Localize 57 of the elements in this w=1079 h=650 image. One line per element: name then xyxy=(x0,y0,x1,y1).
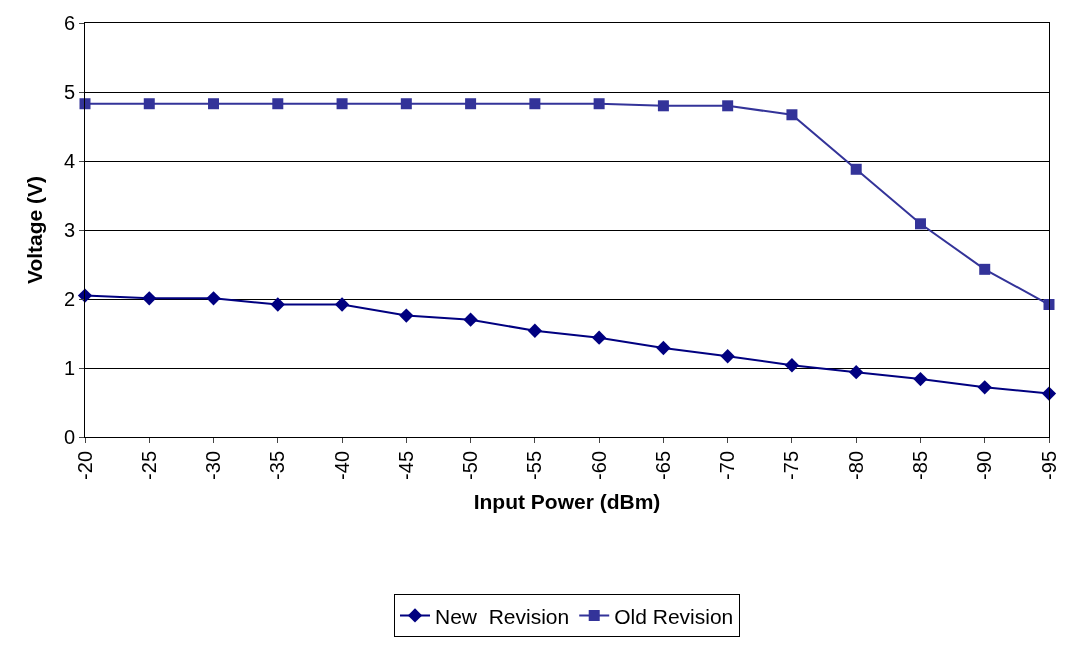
y-tick-label: 3 xyxy=(63,219,75,241)
point xyxy=(656,340,671,356)
x-tick-label: -90 xyxy=(973,451,996,480)
x-axis-title: Input Power (dBm) xyxy=(473,490,661,514)
x-tick-label: -60 xyxy=(587,451,610,480)
y-tick-label: 0 xyxy=(63,426,75,448)
y-tick-label: 4 xyxy=(63,150,75,172)
point xyxy=(270,297,285,312)
point xyxy=(720,349,735,364)
point xyxy=(977,380,992,395)
legend-label: Old Revision xyxy=(614,604,734,628)
point xyxy=(143,98,155,110)
y-tick-label: 6 xyxy=(63,12,75,34)
point xyxy=(400,98,412,110)
x-tick-label: -45 xyxy=(394,451,417,480)
x-tick-label: -85 xyxy=(908,451,931,480)
point xyxy=(591,330,607,345)
point xyxy=(657,100,669,112)
x-tick-label: -65 xyxy=(651,451,674,480)
y-tick-label: 2 xyxy=(63,288,75,310)
point xyxy=(272,98,284,110)
y-tick-label: 5 xyxy=(63,81,75,103)
point xyxy=(334,297,350,312)
x-tick-label: -25 xyxy=(137,451,160,480)
point xyxy=(913,371,928,387)
x-tick-label: -35 xyxy=(266,451,289,480)
x-tick-label: -50 xyxy=(459,451,482,480)
point xyxy=(79,98,91,110)
point xyxy=(206,291,221,306)
legend-label: New Revision xyxy=(435,604,570,628)
x-tick-label: -70 xyxy=(716,451,739,480)
point xyxy=(593,98,605,110)
x-tick-label: -75 xyxy=(780,451,803,480)
x-tick-label: -95 xyxy=(1037,451,1060,480)
x-tick-label: -20 xyxy=(73,451,96,480)
point xyxy=(979,263,991,275)
point xyxy=(784,358,800,373)
point xyxy=(786,109,798,121)
point xyxy=(399,308,414,323)
y-axis-title: Voltage (V) xyxy=(23,175,47,285)
point xyxy=(914,218,926,230)
x-tick-label: -40 xyxy=(330,451,353,480)
point xyxy=(336,98,348,110)
point xyxy=(850,163,862,175)
x-tick-label: -80 xyxy=(844,451,867,480)
x-tick-label: -55 xyxy=(523,451,546,480)
point xyxy=(208,98,220,110)
point xyxy=(849,364,864,380)
point xyxy=(463,312,478,327)
point xyxy=(722,100,734,112)
point xyxy=(529,98,541,110)
point xyxy=(1043,299,1055,311)
point xyxy=(142,291,157,306)
x-tick-label: -30 xyxy=(202,451,225,480)
point xyxy=(465,98,477,110)
y-tick-label: 1 xyxy=(63,357,75,379)
point xyxy=(527,323,543,338)
